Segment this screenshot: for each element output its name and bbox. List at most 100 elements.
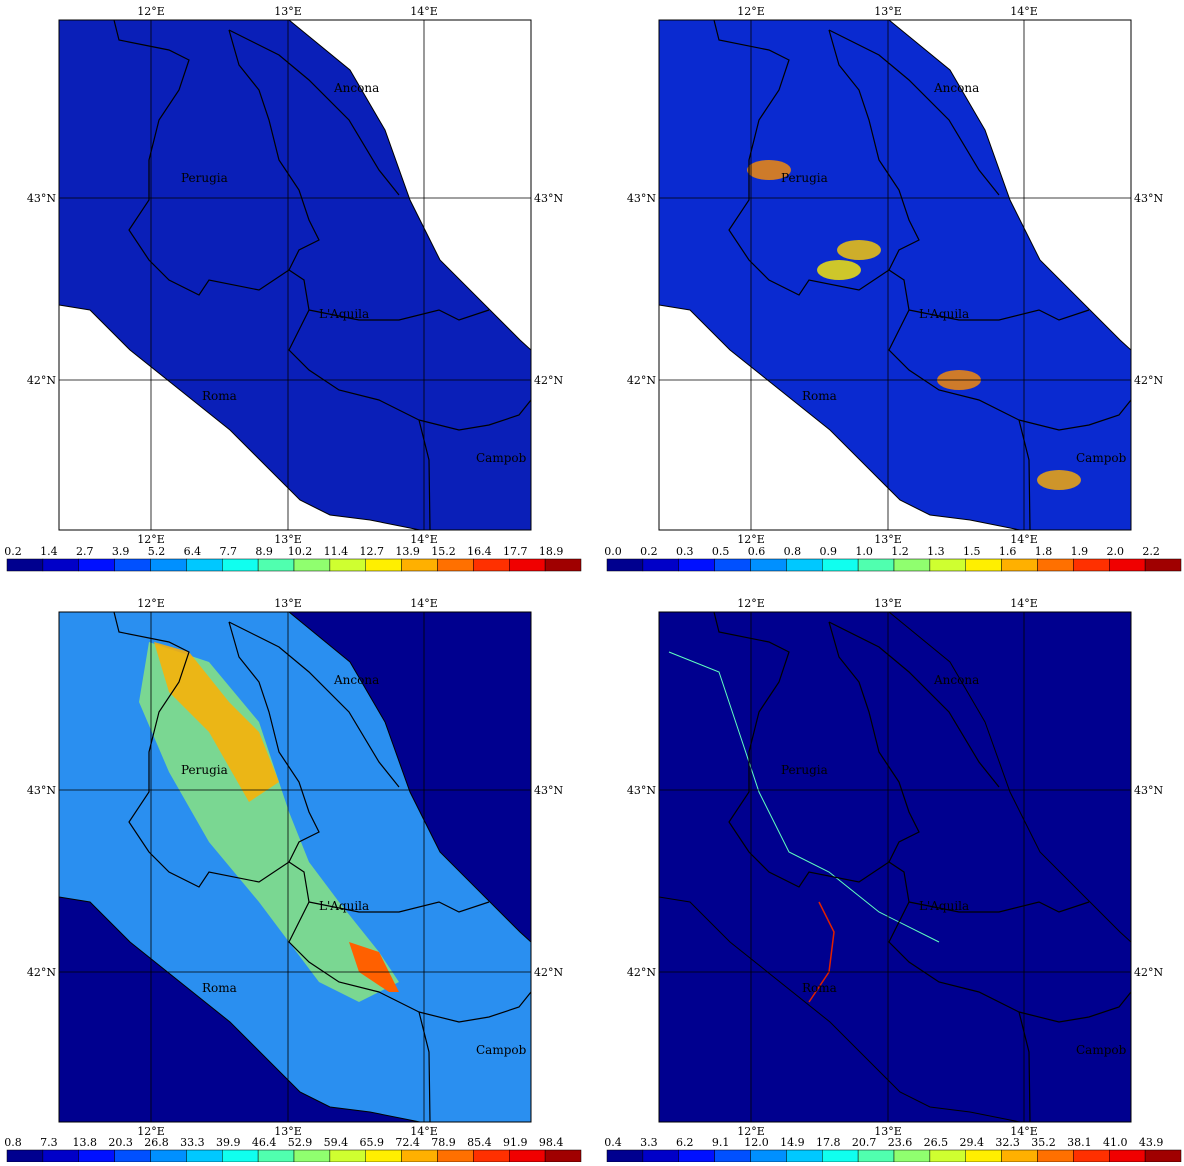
colorbar-label: 17.8	[816, 1136, 841, 1149]
colorbar-cell	[750, 1149, 787, 1163]
colorbar-cell	[678, 1149, 715, 1163]
colorbar-cell	[365, 1149, 402, 1163]
colorbar-label: 29.4	[960, 1136, 985, 1149]
colorbar-label: 85.4	[467, 1136, 492, 1149]
colorbar-label: 1.8	[1035, 545, 1053, 558]
colorbar: 0.4 3.3 6.2 9.1 12.0 14.9 17.8 20.7 23.6 26.5 29.4…	[604, 1136, 1182, 1163]
colorbar-cell	[186, 1149, 223, 1163]
colorbar-cell	[929, 1149, 966, 1163]
colorbar-cell	[606, 1149, 644, 1163]
colorbar-label: 6.4	[184, 545, 202, 558]
colorbar-label: 2.0	[1107, 545, 1125, 558]
place-label: Perugia	[781, 763, 828, 777]
colorbar-label: 0.8	[4, 1136, 22, 1149]
colorbar-cell	[1037, 1149, 1074, 1163]
colorbar-cell	[473, 558, 510, 572]
colorbar-cell	[678, 558, 715, 572]
colorbar-cell	[42, 558, 79, 572]
colorbar-label: 8.9	[255, 545, 273, 558]
lat-label: 42°N	[27, 374, 56, 387]
place-label: Perugia	[181, 763, 228, 777]
colorbar-label: 20.7	[852, 1136, 877, 1149]
colorbar-label: 2.7	[76, 545, 94, 558]
colorbar-label: 0.0	[604, 545, 622, 558]
place-label: Roma	[802, 981, 837, 995]
colorbar-cell	[544, 1149, 582, 1163]
colorbar-label: 1.3	[927, 545, 945, 558]
high-zone	[139, 642, 399, 1002]
colorbar-label: 7.3	[40, 1136, 58, 1149]
colorbar-label: 38.1	[1067, 1136, 1092, 1149]
colorbar-label: 13.8	[73, 1136, 98, 1149]
place-label: Ancona	[333, 81, 379, 95]
colorbar-cell	[1001, 1149, 1038, 1163]
colorbar-label: 43.9	[1139, 1136, 1164, 1149]
lat-label: 43°N	[27, 192, 56, 205]
colorbar-label: 41.0	[1103, 1136, 1128, 1149]
place-label: Perugia	[781, 171, 828, 185]
colorbar-label: 7.7	[220, 545, 238, 558]
lon-label: 13°E	[274, 597, 302, 610]
lon-label: 14°E	[1010, 597, 1038, 610]
colorbar-cell	[114, 558, 151, 572]
colorbar-cell	[1001, 558, 1038, 572]
lat-label: 43°N	[27, 784, 56, 797]
map-area: Ancona Perugia L'Aquila Roma Campob	[659, 20, 1131, 530]
place-label: Campob	[476, 451, 527, 465]
colorbar-label: 39.9	[216, 1136, 241, 1149]
colorbar-label: 35.2	[1031, 1136, 1056, 1149]
colorbar-cell	[473, 1149, 510, 1163]
colorbar-cell	[1073, 558, 1110, 572]
map-frame	[658, 19, 1132, 531]
colorbar-cell	[642, 558, 679, 572]
colorbar-cell	[222, 558, 259, 572]
colorbar-cell	[365, 558, 402, 572]
lon-label: 12°E	[137, 597, 165, 610]
lat-label: 42°N	[1134, 966, 1163, 979]
place-label: L'Aquila	[919, 899, 969, 913]
map-panel: Ancona Perugia L'Aquila Roma Campob 12°E 12°E 1…	[627, 597, 1164, 1138]
colorbar-cell	[714, 1149, 751, 1163]
colorbar-cell	[965, 558, 1002, 572]
place-label: Ancona	[933, 673, 979, 687]
colorbar-cell	[222, 1149, 259, 1163]
lat-label: 43°N	[627, 784, 656, 797]
colorbar-label: 59.4	[324, 1136, 349, 1149]
colorbar-label: 98.4	[539, 1136, 564, 1149]
colorbar: 0.8 7.3 13.8 20.3 26.8 33.3 39.9 46.4 52.9 59.4 65…	[4, 1136, 582, 1163]
colorbar-label: 1.2	[891, 545, 909, 558]
lat-label: 43°N	[534, 784, 563, 797]
lon-label: 14°E	[1010, 1125, 1038, 1138]
colorbar-cell	[293, 1149, 331, 1163]
lat-label: 43°N	[534, 192, 563, 205]
map-panel: Ancona Perugia L'Aquila Roma Campob 12°E 12°E 1…	[27, 597, 564, 1138]
colorbar-cell	[114, 1149, 151, 1163]
colorbar-label: 0.2	[640, 545, 658, 558]
lat-label: 43°N	[627, 192, 656, 205]
colorbar-label: 2.2	[1142, 545, 1160, 558]
map-area: Ancona Perugia L'Aquila Roma Campob	[59, 20, 531, 530]
lat-label: 42°N	[534, 374, 563, 387]
lon-label: 12°E	[737, 533, 765, 546]
colorbar-label: 1.9	[1071, 545, 1089, 558]
lon-label: 13°E	[874, 533, 902, 546]
colorbar-label: 65.9	[360, 1136, 385, 1149]
colorbar-cell	[929, 558, 966, 572]
map-panel: Ancona Perugia L'Aquila Roma Campob 12°E 12°E 1…	[27, 5, 564, 546]
colorbar-label: 10.2	[288, 545, 313, 558]
colorbar-label: 9.1	[712, 1136, 730, 1149]
colorbar-label: 26.8	[144, 1136, 169, 1149]
colorbar-label: 1.6	[999, 545, 1017, 558]
colorbar-cell	[822, 1149, 859, 1163]
colorbar-label: 0.8	[784, 545, 802, 558]
colorbar-cell	[437, 558, 474, 572]
colorbar-cell	[606, 558, 644, 572]
colorbar-cell	[401, 558, 438, 572]
colorbar-label: 6.2	[676, 1136, 694, 1149]
colorbar-cell	[257, 1149, 295, 1163]
hotspot	[817, 260, 861, 280]
lon-label: 13°E	[274, 533, 302, 546]
colorbar-cell	[257, 558, 295, 572]
colorbar-cell	[293, 558, 331, 572]
